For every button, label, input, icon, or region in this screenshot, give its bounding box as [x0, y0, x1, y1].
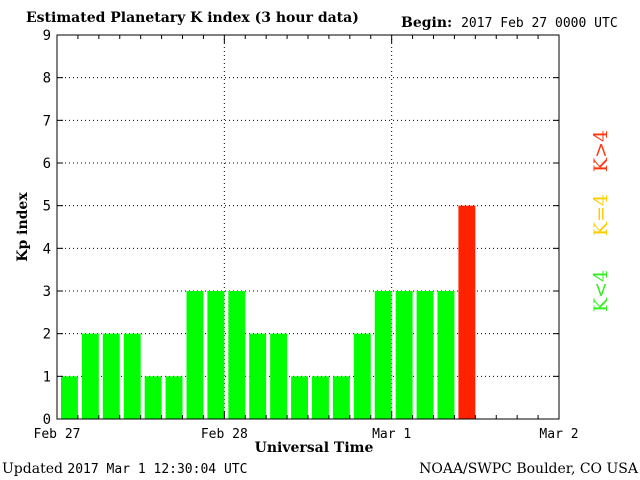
begin-value: 2017 Feb 27 0000 UTC [461, 16, 618, 31]
kp-bar [165, 376, 183, 419]
y-tick-label: 7 [43, 113, 51, 129]
kp-bar [186, 291, 204, 419]
y-tick-label: 3 [43, 284, 51, 300]
kp-bar [61, 376, 78, 419]
x-tick-label: Mar 2 [539, 427, 578, 442]
y-tick-label: 8 [43, 71, 51, 87]
kp-bar [312, 376, 329, 419]
y-tick-label: 6 [43, 156, 51, 172]
kp-bar [353, 333, 371, 419]
x-axis-label: Universal Time [255, 440, 374, 456]
credit-text: NOAA/SWPC Boulder, CO USA [419, 461, 638, 477]
chart-title: Estimated Planetary K index (3 hour data… [26, 10, 359, 26]
updated-timestamp: Updated 2017 Mar 1 12:30:04 UTC [2, 461, 247, 477]
kp-bar [144, 376, 162, 419]
updated-value: 2017 Mar 1 12:30:04 UTC [67, 462, 248, 477]
x-tick-label: Mar 1 [372, 427, 411, 442]
kp-bar [291, 376, 308, 419]
kp-bar [123, 333, 141, 419]
kp-bar [207, 291, 225, 419]
y-tick-label: 2 [43, 327, 51, 343]
kp-bar [102, 333, 120, 419]
y-axis-label: Kp index [15, 192, 31, 262]
kp-bar [395, 291, 413, 419]
kp-bar [437, 291, 455, 419]
legend-k-below-4: K<4 [590, 269, 612, 313]
y-tick-label: 4 [43, 241, 51, 257]
kp-bar [332, 376, 350, 419]
y-tick-label: 0 [43, 412, 51, 428]
begin-label: Begin: [401, 15, 453, 31]
kp-bar [270, 333, 288, 419]
y-tick-label: 9 [43, 28, 51, 44]
x-tick-label: Feb 27 [34, 427, 81, 442]
kp-bar [458, 205, 476, 419]
y-tick-label: 5 [43, 199, 51, 215]
updated-label: Updated [2, 461, 63, 477]
begin-timestamp: Begin: 2017 Feb 27 0000 UTC [401, 15, 618, 31]
kp-bar [416, 291, 434, 419]
kp-bar [249, 333, 267, 419]
y-tick-label: 1 [43, 369, 51, 385]
kp-bar [374, 291, 392, 419]
kp-bar [228, 291, 246, 419]
kp-bar [81, 333, 99, 419]
x-tick-label: Feb 28 [201, 427, 248, 442]
